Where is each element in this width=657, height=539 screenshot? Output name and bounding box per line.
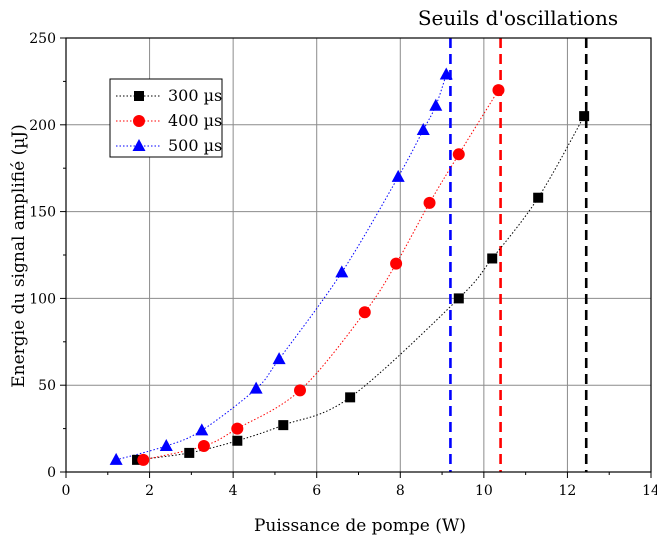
x-tick-label: 10 (475, 483, 493, 499)
axis-ticks: 0 2 4 6 8 10 12 14 0 50 100 150 200 250 (29, 31, 657, 499)
x-tick-label: 4 (229, 483, 238, 499)
grid (66, 38, 651, 472)
data-point (132, 454, 143, 465)
data-point (390, 257, 403, 270)
threshold-annotation: Seuils d'oscillations (418, 6, 618, 30)
legend-marker (133, 115, 145, 127)
data-point (487, 253, 498, 264)
x-tick-label: 8 (396, 483, 405, 499)
legend-box (109, 78, 223, 158)
data-point (345, 392, 356, 403)
y-tick-label: 50 (38, 378, 56, 394)
x-tick-label: 12 (559, 483, 577, 499)
legend-label: 300 µs (168, 86, 222, 105)
data-point (579, 111, 590, 122)
data-point (335, 265, 349, 278)
threshold-lines (449, 38, 588, 472)
x-tick-label: 6 (312, 483, 321, 499)
data-point (429, 98, 443, 111)
y-tick-label: 200 (29, 118, 56, 134)
data-point (452, 148, 465, 161)
data-point (109, 452, 123, 465)
y-tick-label: 100 (29, 291, 56, 307)
data-point (159, 438, 173, 451)
data-point (492, 84, 505, 97)
data-point (249, 381, 263, 394)
data-point (278, 420, 289, 431)
data-point (533, 192, 544, 203)
x-tick-label: 2 (145, 483, 154, 499)
data-point (197, 439, 210, 452)
data-point (137, 453, 150, 466)
series-markers (109, 67, 590, 466)
legend-label: 400 µs (168, 111, 222, 130)
series-line (143, 89, 499, 461)
data-point (423, 196, 436, 209)
x-axis-label: Puissance de pompe (W) (254, 516, 466, 536)
y-tick-label: 150 (29, 205, 56, 221)
x-tick-label: 0 (62, 483, 71, 499)
x-tick-label: 14 (642, 483, 657, 499)
data-point (232, 435, 243, 446)
legend: 300 µs 400 µs 500 µs (109, 78, 223, 158)
data-point (358, 306, 371, 319)
data-point (195, 423, 209, 436)
data-point (453, 293, 464, 304)
series-line (136, 115, 585, 461)
legend-label: 500 µs (168, 136, 222, 155)
data-point (439, 67, 453, 80)
data-point (416, 123, 430, 136)
legend-marker (132, 139, 146, 151)
legend-marker (134, 91, 144, 101)
y-tick-label: 250 (29, 31, 56, 47)
y-tick-label: 0 (47, 465, 56, 481)
data-point (294, 384, 306, 397)
data-point (184, 447, 195, 458)
data-point (231, 422, 244, 435)
data-point (272, 352, 286, 365)
y-axis-label: Energie du signal amplifié (µJ) (9, 124, 29, 387)
series-line (116, 74, 447, 461)
series-lines (116, 74, 585, 461)
data-point (391, 169, 405, 182)
